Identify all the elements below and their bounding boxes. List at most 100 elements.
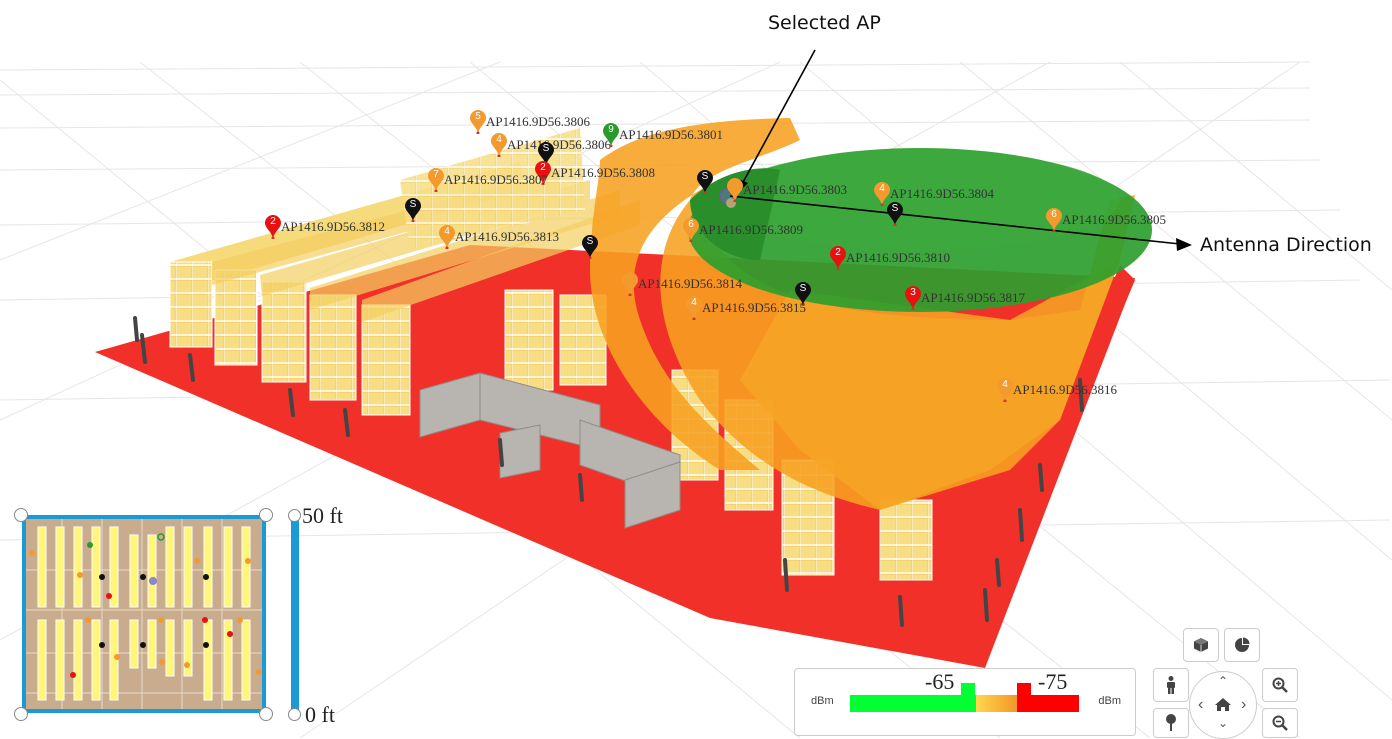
floorplan-minimap[interactable] (22, 515, 266, 713)
zoom-out-button[interactable] (1262, 708, 1298, 738)
map-pin-icon (535, 161, 551, 186)
access-point-pin[interactable]: S (697, 170, 713, 195)
minimap-handle-tl[interactable] (14, 508, 28, 522)
coverage-green-selected-ap (688, 148, 1152, 312)
zoom-in-icon (1272, 677, 1288, 693)
ap-name-label: AP1416.9D56.3803 (743, 182, 848, 197)
access-point-pin[interactable]: 6 (683, 218, 699, 243)
access-point-pin[interactable] (622, 272, 638, 297)
access-point-pin[interactable]: 7 (428, 168, 444, 193)
scale-top-label: 50 ft (302, 503, 343, 528)
zoom-out-icon (1272, 715, 1288, 731)
access-point-pin[interactable] (727, 178, 743, 203)
scale-handle-bottom[interactable] (288, 708, 301, 721)
height-scale-slider[interactable] (291, 515, 299, 713)
zoom-in-button[interactable] (1262, 668, 1298, 702)
access-point-pin[interactable]: 4 (874, 182, 890, 207)
access-point-pin[interactable]: 4 (491, 133, 507, 158)
map-pin-icon (887, 202, 903, 227)
place-pin-button[interactable] (1153, 708, 1189, 738)
map-pin-icon (491, 133, 507, 158)
access-point-pin[interactable]: 9 (603, 123, 619, 148)
access-point-pin[interactable]: 2 (265, 215, 281, 240)
access-point-pin[interactable]: 6 (1046, 208, 1062, 233)
ap-channel-number: 2 (835, 247, 841, 258)
ap-name-label: AP1416.9D56.3808 (551, 165, 656, 180)
ap-channel-number: 4 (1002, 379, 1008, 390)
threshold-good-value: -65 (925, 669, 955, 694)
selected-ap-pointer-line (740, 49, 816, 187)
ap-channel-number: 7 (433, 169, 439, 180)
access-point-pin[interactable]: 2 (830, 246, 846, 271)
antenna-direction-annotation: Antenna Direction (1200, 234, 1372, 256)
walkthrough-person-button[interactable] (1153, 668, 1189, 702)
pan-up-button[interactable]: ⌃ (1218, 674, 1229, 688)
antenna-direction-line (729, 195, 1181, 245)
map-pin-icon (470, 110, 486, 135)
map-pin-icon (683, 218, 699, 243)
access-point-pin[interactable]: 4 (686, 296, 702, 321)
arrow-head-icon (1176, 238, 1192, 251)
minimap-handle-tr[interactable] (259, 508, 273, 522)
ap-name-label: AP1416.9D56.3805 (1062, 212, 1167, 227)
access-point-pin[interactable]: 4 (439, 225, 455, 250)
pan-left-button[interactable]: ‹ (1198, 696, 1204, 713)
map-pin-icon (1046, 208, 1062, 233)
legend-unit-right: dBm (1098, 695, 1121, 707)
analytics-button[interactable] (1224, 628, 1260, 662)
selected-ap-annotation: Selected AP (768, 12, 881, 34)
ap-name-label: AP1416.9D56.3813 (455, 229, 560, 244)
threshold-bad-slider[interactable] (1017, 683, 1031, 695)
map-pin-icon (686, 296, 702, 321)
ap-name-label: AP1416.9D56.3815 (702, 300, 807, 315)
map-pin-icon (727, 178, 743, 203)
ap-name-label: AP1416.9D56.3809 (699, 222, 804, 237)
threshold-bad-value: -75 (1038, 669, 1068, 694)
ap-channel-number: S (891, 203, 899, 214)
minimap-handle-bl[interactable] (14, 707, 28, 721)
map-pin-icon (795, 282, 811, 307)
map-pin-icon (622, 272, 638, 297)
access-point-pin[interactable]: 5 (470, 110, 486, 135)
ap-name-label: AP1416.9D56.3817 (921, 290, 1026, 305)
map-pin-icon (428, 168, 444, 193)
pan-navigation-ring[interactable]: ⌃ ⌄ ‹ › (1189, 671, 1257, 739)
legend-bar-good (850, 695, 976, 712)
ap-name-label: AP1416.9D56.3816 (1013, 382, 1118, 397)
pan-down-button[interactable]: ⌄ (1218, 716, 1229, 730)
threshold-good-slider[interactable] (961, 683, 975, 695)
map-pin-icon (439, 225, 455, 250)
scale-handle-top[interactable] (288, 509, 301, 522)
ap-channel-number: 2 (270, 216, 276, 227)
ap-channel-number: 4 (496, 134, 502, 145)
ap-channel-number: 6 (1051, 209, 1057, 220)
ap-name-label: AP1416.9D56.3806 (486, 114, 591, 129)
pan-right-button[interactable]: › (1241, 696, 1247, 713)
pie-chart-icon (1235, 637, 1250, 652)
access-point-pin[interactable]: S (795, 282, 811, 307)
ap-name-label: AP1416.9D56.3806 (507, 137, 612, 152)
view-3d-button[interactable] (1183, 628, 1219, 662)
access-point-pin[interactable]: 4 (997, 378, 1013, 403)
map-pin-icon (265, 215, 281, 240)
ap-channel-number: 9 (608, 124, 614, 135)
ap-channel-number: 5 (475, 111, 481, 122)
signal-strength-legend: dBm dBm -65 -75 (794, 668, 1136, 736)
ap-name-label: AP1416.9D56.3810 (846, 250, 951, 265)
ap-channel-number: 4 (879, 183, 885, 194)
access-point-pin[interactable]: 3 (905, 286, 921, 311)
ap-channel-number: S (542, 143, 550, 154)
access-point-pin[interactable]: S (405, 198, 421, 223)
map-pin-icon (905, 286, 921, 311)
access-point-pin[interactable]: S (582, 235, 598, 260)
pin-icon (1166, 714, 1176, 731)
home-icon[interactable] (1215, 698, 1231, 711)
ap-channel-number: S (586, 236, 594, 247)
cube-icon (1194, 638, 1208, 652)
access-point-pin[interactable]: 2 (535, 161, 551, 186)
access-point-pin[interactable]: S (887, 202, 903, 227)
ap-channel-number: 4 (691, 297, 697, 308)
ap-name-label: AP1416.9D56.3812 (281, 219, 386, 234)
minimap-handle-br[interactable] (259, 707, 273, 721)
